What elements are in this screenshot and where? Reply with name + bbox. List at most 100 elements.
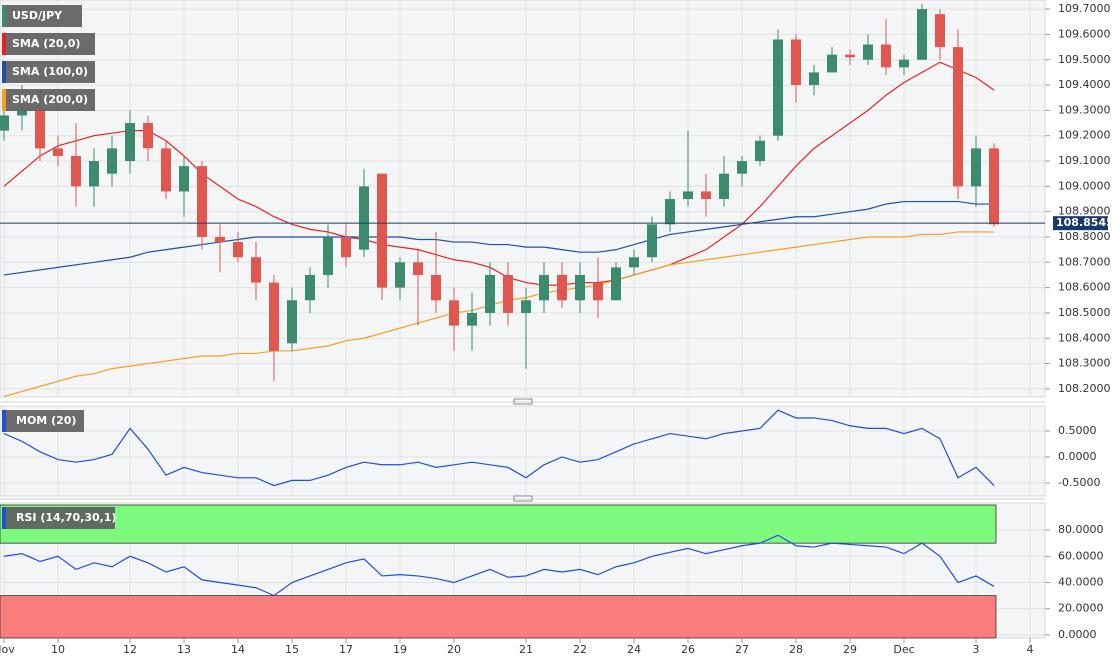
y-tick-label: 108.8000 [1058, 230, 1111, 243]
y-tick-label: 108.9000 [1058, 205, 1111, 218]
legend-swatch [2, 89, 6, 111]
y-tick-label: 109.6000 [1058, 27, 1111, 40]
legend-box [2, 61, 95, 83]
candle-body [899, 59, 909, 68]
candle-body [485, 274, 495, 313]
x-tick-label: 4 [1027, 643, 1034, 656]
legend-swatch [2, 61, 6, 83]
panel-background [0, 405, 1046, 497]
candle-body [863, 44, 873, 60]
legend-swatch [2, 5, 6, 27]
candle-body [359, 186, 369, 250]
legend-label: SMA (200,0) [12, 93, 88, 106]
candle-body [665, 199, 675, 225]
candle-body [341, 236, 351, 258]
x-tick-label: 27 [735, 643, 749, 656]
x-tick-label: 14 [231, 643, 245, 656]
resize-grip [513, 398, 533, 405]
candle-body [917, 9, 927, 60]
y-tick-label: 80.0000 [1058, 523, 1104, 536]
x-tick-label: 12 [123, 643, 137, 656]
candle-body [521, 300, 531, 313]
y-tick-label: 108.2000 [1058, 382, 1111, 395]
candle-body [377, 173, 387, 288]
y-tick-label: 109.4000 [1058, 78, 1111, 91]
candle-body [935, 14, 945, 48]
candle-body [467, 312, 477, 326]
x-tick-label: 15 [285, 643, 299, 656]
x-tick-label: 19 [393, 643, 407, 656]
x-tick-label: 26 [681, 643, 695, 656]
candle-body [647, 224, 657, 258]
candle-body [431, 274, 441, 301]
y-tick-label: 0.0000 [1058, 450, 1097, 463]
legend-swatch [2, 410, 6, 432]
y-tick-label: 108.5000 [1058, 306, 1111, 319]
candle-body [323, 236, 333, 275]
legend-box [2, 5, 82, 27]
candle-body [0, 115, 9, 131]
candle-body [53, 148, 63, 156]
candle-body [791, 39, 801, 86]
candle-body [107, 148, 117, 174]
x-tick-label: 29 [843, 643, 857, 656]
legend-box [2, 89, 95, 111]
candle-body [989, 148, 999, 225]
candle-body [611, 267, 621, 301]
y-tick-label: 108.3000 [1058, 357, 1111, 370]
x-tick-label: 10 [51, 643, 65, 656]
candle-body [395, 262, 405, 288]
candle-body [233, 242, 243, 258]
candle-body [737, 161, 747, 174]
legend-label: MOM (20) [16, 414, 76, 427]
candle-body [575, 274, 585, 301]
candle-body [881, 44, 891, 68]
y-tick-label: 20.0000 [1058, 602, 1104, 615]
x-tick-label: 21 [519, 643, 533, 656]
candle-body [413, 262, 423, 275]
overbought-zone [0, 504, 997, 544]
x-tick-label: 28 [789, 643, 803, 656]
y-tick-label: 108.4000 [1058, 331, 1111, 344]
sma-line [3, 200, 994, 276]
legend-box [2, 410, 84, 432]
x-tick-label: 17 [339, 643, 353, 656]
candle-body [125, 123, 135, 162]
legend-label: SMA (20,0) [12, 37, 80, 50]
candle-body [179, 166, 189, 192]
candle-body [719, 173, 729, 200]
current-price-box [1053, 216, 1108, 231]
candle-body [161, 148, 171, 192]
legend-swatch [2, 33, 6, 55]
resize-grip [513, 495, 533, 502]
candle-body [701, 191, 711, 200]
y-tick-label: 109.5000 [1058, 53, 1111, 66]
sma-line [3, 61, 995, 286]
candle-body [971, 148, 981, 187]
candle-body [827, 54, 837, 73]
candle-body [953, 47, 963, 187]
x-tick-label: Dec [893, 643, 914, 656]
x-tick-label: Nov [0, 643, 15, 656]
candle-body [71, 155, 81, 187]
x-tick-label: 20 [447, 643, 461, 656]
candle-body [593, 282, 603, 301]
y-tick-label: 60.0000 [1058, 549, 1104, 562]
candle-body [215, 236, 225, 243]
candle-body [809, 72, 819, 86]
panel-background [0, 0, 1046, 398]
y-tick-label: 108.7000 [1058, 255, 1111, 268]
y-tick-label: 108.6000 [1058, 281, 1111, 294]
y-tick-label: 109.0000 [1058, 179, 1111, 192]
y-tick-label: 109.3000 [1058, 103, 1111, 116]
y-tick-label: 0.5000 [1058, 424, 1097, 437]
candle-body [773, 39, 783, 136]
candle-body [503, 274, 513, 313]
candle-body [287, 300, 297, 344]
candle-body [89, 161, 99, 187]
candle-body [35, 110, 45, 149]
candle-body [557, 274, 567, 301]
candle-body [143, 123, 153, 149]
y-tick-label: 109.2000 [1058, 129, 1111, 142]
